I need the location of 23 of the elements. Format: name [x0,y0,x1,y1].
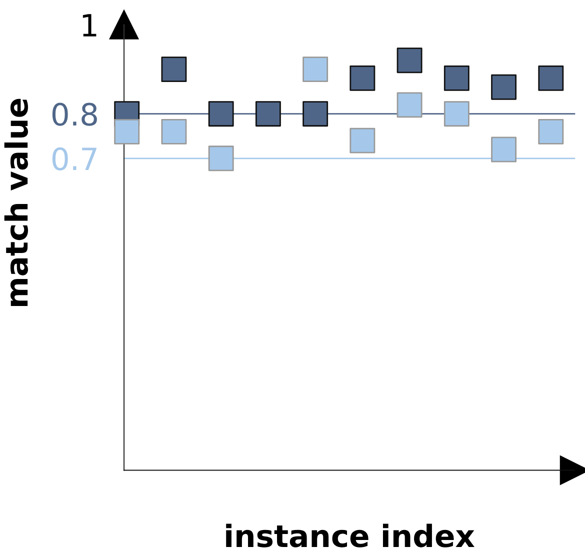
point [491,136,517,162]
point [491,74,517,100]
point [114,118,140,144]
point [208,101,234,127]
point [538,118,564,144]
point [350,128,376,154]
point [396,48,422,74]
point [444,101,470,127]
x-axis-title: instance index [226,524,474,548]
point [161,56,187,82]
point [538,65,564,91]
y-axis-title: match value [4,98,28,306]
point [208,146,234,172]
y-tick-label: 0.7 [52,147,96,170]
y-tick-label: 1 [82,14,96,36]
point [302,56,328,82]
point [161,118,187,144]
point [350,65,376,91]
point [444,65,470,91]
point [396,92,422,118]
y-tick-label: 0.8 [52,102,97,126]
point [255,101,281,127]
point [302,101,328,127]
